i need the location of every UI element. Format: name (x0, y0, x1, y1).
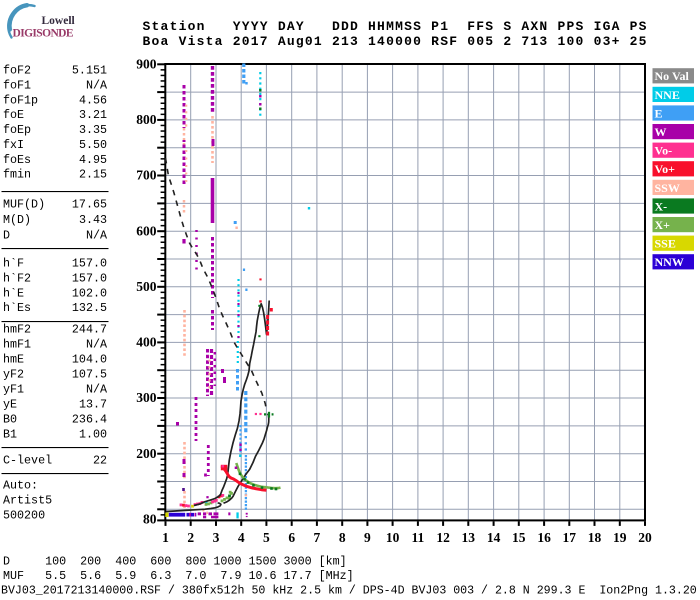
svg-text:W: W (655, 125, 667, 139)
svg-text:Boa Vista 2017 Aug01 213 14000: Boa Vista 2017 Aug01 213 140000 RSF 005 … (143, 34, 648, 49)
svg-text:2: 2 (187, 530, 194, 545)
svg-text:MUF(D): MUF(D) (3, 198, 45, 212)
svg-text:13: 13 (462, 530, 476, 545)
svg-text:BVJ03_2017213140000.RSF / 380f: BVJ03_2017213140000.RSF / 380fx512h 50 k… (1, 585, 697, 598)
svg-text:2.15: 2.15 (79, 168, 107, 182)
svg-text:N/A: N/A (86, 382, 108, 396)
svg-text:foE: foE (3, 108, 24, 122)
svg-text:E: E (655, 106, 663, 120)
svg-text:N/A: N/A (86, 338, 108, 352)
svg-text:132.5: 132.5 (72, 301, 107, 315)
svg-text:20: 20 (638, 530, 652, 545)
svg-text:fmin: fmin (3, 168, 31, 182)
svg-text:5.50: 5.50 (79, 138, 107, 152)
svg-text:foF1p: foF1p (3, 93, 38, 107)
svg-text:foF1: foF1 (3, 78, 31, 92)
svg-text:X-: X- (655, 199, 668, 213)
svg-text:8: 8 (339, 530, 346, 545)
svg-text:102.0: 102.0 (72, 286, 107, 300)
svg-text:6: 6 (288, 530, 295, 545)
svg-text:4.95: 4.95 (79, 153, 107, 167)
svg-text:10: 10 (386, 530, 400, 545)
svg-text:236.4: 236.4 (72, 412, 107, 426)
svg-text:hmF2: hmF2 (3, 323, 31, 337)
svg-text:h`E: h`E (3, 286, 24, 300)
svg-text:N/A: N/A (86, 228, 108, 242)
svg-text:foEs: foEs (3, 153, 31, 167)
svg-text:400: 400 (136, 335, 157, 350)
svg-text:yF2: yF2 (3, 368, 24, 382)
svg-text:18: 18 (588, 530, 602, 545)
svg-text:MUF 5.5 5.6 5.9 6.3 7.0: MUF 5.5 5.6 5.9 6.3 7.0 7.9 10.6 17.7 [M… (3, 569, 354, 583)
svg-text:N/A: N/A (86, 78, 108, 92)
svg-text:14: 14 (487, 530, 501, 545)
svg-text:Auto:: Auto: (3, 478, 38, 492)
svg-text:104.0: 104.0 (72, 353, 107, 367)
svg-text:hmE: hmE (3, 353, 24, 367)
svg-text:5.151: 5.151 (72, 63, 107, 77)
svg-text:5: 5 (263, 530, 270, 545)
svg-text:11: 11 (412, 530, 425, 545)
svg-text:NNE: NNE (655, 88, 680, 102)
svg-text:700: 700 (136, 168, 157, 183)
svg-text:22: 22 (93, 453, 107, 467)
svg-text:500: 500 (136, 279, 157, 294)
svg-text:3.21: 3.21 (79, 108, 107, 122)
svg-text:Lowell: Lowell (42, 15, 75, 27)
svg-text:h`F2: h`F2 (3, 271, 31, 285)
svg-text:D 100 200 400 600 800: D 100 200 400 600 800 1000 1500 3000 [km… (3, 555, 347, 569)
svg-text:SSE: SSE (655, 237, 676, 251)
svg-text:7: 7 (314, 530, 321, 545)
svg-text:500200: 500200 (3, 508, 45, 522)
svg-text:Artist5: Artist5 (3, 493, 52, 507)
svg-text:17: 17 (563, 530, 577, 545)
svg-text:1.00: 1.00 (79, 427, 107, 441)
svg-text:NNW: NNW (655, 255, 684, 269)
svg-text:4.56: 4.56 (79, 93, 107, 107)
svg-text:800: 800 (136, 112, 157, 127)
svg-text:M(D): M(D) (3, 213, 31, 227)
svg-text:3: 3 (213, 530, 220, 545)
svg-text:1: 1 (162, 530, 169, 545)
svg-text:C-level: C-level (3, 453, 52, 467)
svg-text:300: 300 (136, 390, 157, 405)
svg-text:B1: B1 (3, 427, 17, 441)
svg-text:h`F: h`F (3, 256, 24, 270)
svg-text:244.7: 244.7 (72, 323, 107, 337)
svg-text:16: 16 (537, 530, 551, 545)
svg-text:foF2: foF2 (3, 63, 31, 77)
svg-text:600: 600 (136, 223, 157, 238)
svg-text:3.43: 3.43 (79, 213, 107, 227)
svg-text:yE: yE (3, 397, 17, 411)
svg-text:9: 9 (364, 530, 371, 545)
svg-text:X+: X+ (655, 218, 671, 232)
svg-text:157.0: 157.0 (72, 256, 107, 270)
svg-text:DIGISONDE: DIGISONDE (13, 27, 74, 39)
svg-text:3.35: 3.35 (79, 123, 107, 137)
svg-text:157.0: 157.0 (72, 271, 107, 285)
svg-text:foEp: foEp (3, 123, 31, 137)
svg-text:D: D (3, 228, 10, 242)
svg-text:yF1: yF1 (3, 382, 24, 396)
svg-text:Vo-: Vo- (655, 144, 673, 158)
svg-text:Station YYYY DAY DDD HHMMS: Station YYYY DAY DDD HHMMSS P1 FFS S AXN… (143, 19, 648, 34)
svg-text:Vo+: Vo+ (655, 162, 676, 176)
svg-text:hmF1: hmF1 (3, 338, 31, 352)
svg-text:h`Es: h`Es (3, 301, 31, 315)
svg-text:107.5: 107.5 (72, 368, 107, 382)
svg-text:80: 80 (143, 512, 157, 527)
svg-text:17.65: 17.65 (72, 198, 107, 212)
svg-text:900: 900 (136, 57, 157, 72)
svg-text:12: 12 (436, 530, 450, 545)
svg-text:SSW: SSW (655, 181, 680, 195)
svg-text:13.7: 13.7 (79, 397, 107, 411)
svg-text:No Val: No Val (655, 69, 690, 83)
svg-text:B0: B0 (3, 412, 17, 426)
svg-text:4: 4 (238, 530, 245, 545)
svg-text:fxI: fxI (3, 138, 24, 152)
svg-text:200: 200 (136, 446, 157, 461)
svg-text:19: 19 (613, 530, 627, 545)
svg-text:15: 15 (512, 530, 526, 545)
